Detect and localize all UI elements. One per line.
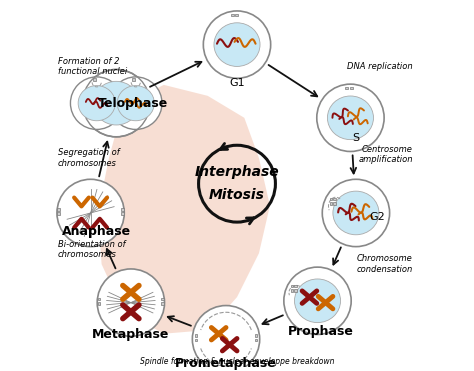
FancyBboxPatch shape: [350, 87, 353, 89]
FancyBboxPatch shape: [98, 302, 100, 305]
Text: Spindle formation & nuclear enveloppe breakdown: Spindle formation & nuclear enveloppe br…: [140, 357, 334, 366]
FancyBboxPatch shape: [255, 334, 257, 337]
Text: Bi-orientation of
chromosomes: Bi-orientation of chromosomes: [58, 240, 125, 259]
Circle shape: [192, 306, 260, 371]
FancyBboxPatch shape: [161, 302, 164, 305]
Text: Mitosis: Mitosis: [209, 188, 265, 202]
Text: Telophase: Telophase: [98, 97, 168, 110]
FancyBboxPatch shape: [57, 213, 60, 215]
Text: S: S: [352, 133, 359, 143]
FancyBboxPatch shape: [121, 208, 124, 211]
Text: Centrosome
amplification: Centrosome amplification: [358, 145, 413, 164]
FancyBboxPatch shape: [194, 334, 198, 337]
FancyBboxPatch shape: [291, 285, 293, 287]
Circle shape: [109, 77, 162, 129]
Circle shape: [317, 84, 384, 151]
Circle shape: [322, 179, 390, 247]
FancyBboxPatch shape: [231, 13, 234, 16]
FancyBboxPatch shape: [333, 202, 336, 204]
FancyBboxPatch shape: [194, 339, 198, 341]
Text: DNA replication: DNA replication: [347, 62, 413, 71]
Ellipse shape: [294, 279, 340, 323]
Text: Segregation of
chromosomes: Segregation of chromosomes: [58, 148, 119, 168]
Text: G1: G1: [229, 78, 245, 88]
Ellipse shape: [214, 23, 260, 66]
FancyBboxPatch shape: [330, 202, 332, 204]
Circle shape: [284, 267, 351, 335]
FancyBboxPatch shape: [132, 78, 136, 81]
Ellipse shape: [333, 191, 379, 235]
Ellipse shape: [93, 81, 139, 125]
Ellipse shape: [117, 86, 155, 121]
FancyBboxPatch shape: [98, 298, 100, 300]
Text: Chromosome
condensation: Chromosome condensation: [356, 255, 413, 274]
Circle shape: [71, 77, 123, 129]
Ellipse shape: [78, 86, 115, 121]
FancyBboxPatch shape: [345, 87, 347, 89]
Text: Metaphase: Metaphase: [92, 328, 170, 341]
Circle shape: [97, 269, 164, 336]
Polygon shape: [98, 85, 270, 334]
FancyBboxPatch shape: [161, 298, 164, 300]
FancyBboxPatch shape: [330, 198, 332, 200]
FancyBboxPatch shape: [294, 289, 297, 292]
FancyBboxPatch shape: [235, 13, 238, 16]
FancyBboxPatch shape: [333, 198, 336, 200]
Text: Anaphase: Anaphase: [62, 225, 131, 238]
Text: G2: G2: [369, 212, 385, 222]
FancyBboxPatch shape: [57, 208, 60, 211]
Circle shape: [82, 69, 150, 137]
Text: Formation of 2
functional nuclei: Formation of 2 functional nuclei: [58, 57, 127, 76]
FancyBboxPatch shape: [93, 78, 96, 81]
FancyBboxPatch shape: [291, 289, 293, 292]
FancyBboxPatch shape: [255, 339, 257, 341]
FancyBboxPatch shape: [294, 285, 297, 287]
Circle shape: [203, 11, 271, 78]
Text: Interphase: Interphase: [195, 165, 279, 179]
Text: Prometaphase: Prometaphase: [175, 357, 277, 370]
Circle shape: [57, 179, 124, 247]
FancyBboxPatch shape: [121, 213, 124, 215]
Ellipse shape: [328, 96, 374, 139]
Text: Prophase: Prophase: [288, 325, 354, 338]
